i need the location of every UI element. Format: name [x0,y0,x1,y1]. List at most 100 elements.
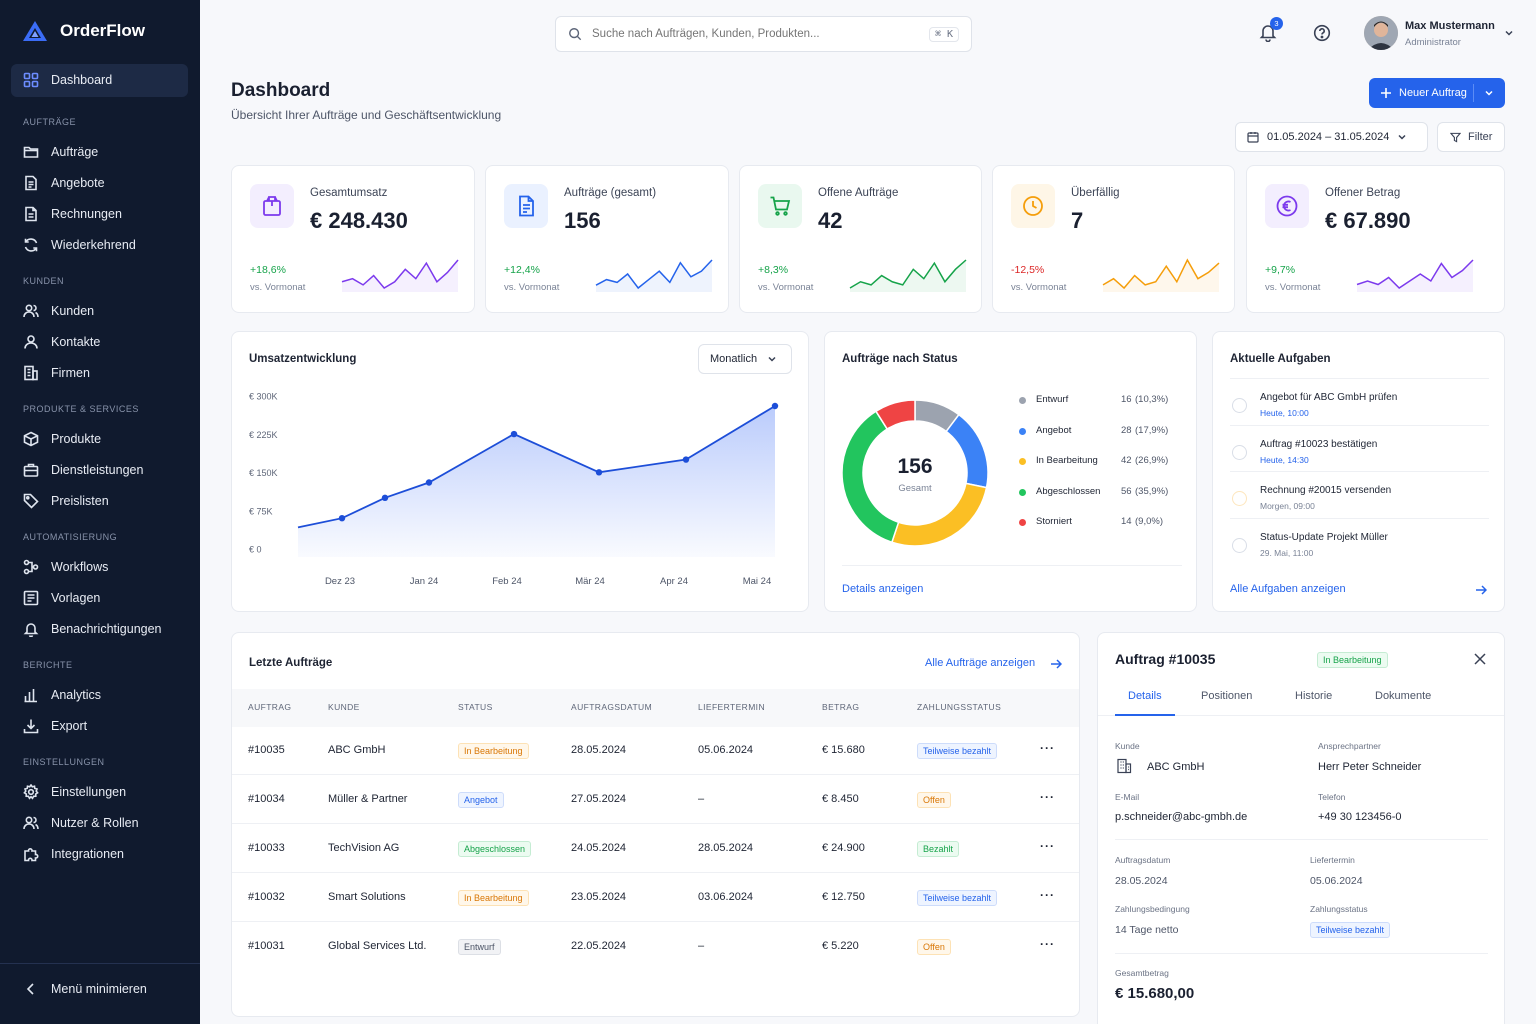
kpi-card[interactable]: Überfällig 7 -12,5% vs. Vormonat [992,165,1235,313]
row-actions-button[interactable]: ··· [1040,937,1055,951]
arrow-right-icon[interactable] [1050,658,1062,670]
task-checkbox[interactable] [1232,398,1247,413]
revenue-point[interactable] [510,430,518,438]
file-icon [519,195,534,217]
kpi-card[interactable]: Offener Betrag € 67.890 +9,7% vs. Vormon… [1246,165,1505,313]
column-header[interactable]: ZAHLUNGSSTATUS [917,702,1002,712]
sidebar-item-dienstleistungen[interactable]: Dienstleistungen [23,460,143,480]
all-orders-link[interactable]: Alle Aufträge anzeigen [925,657,1036,669]
tasks-title: Aktuelle Aufgaben [1230,353,1331,365]
tab-dokumente[interactable]: Dokumente [1375,690,1432,702]
email-value[interactable]: p.schneider@abc-gmbh.de [1115,811,1248,823]
date-range-picker[interactable]: 01.05.2024 – 31.05.2024 [1235,122,1428,152]
task-title[interactable]: Auftrag #10023 bestätigen [1260,438,1378,450]
revenue-point[interactable] [682,456,690,463]
sidebar-item-analytics[interactable]: Analytics [23,685,101,705]
legend-percent: (17,9%) [1135,424,1169,436]
order-date: 22.05.2024 [571,940,627,952]
sidebar-item-dashboard[interactable]: Dashboard [23,70,112,90]
users-icon [23,304,39,318]
sidebar-item-integrationen[interactable]: Integrationen [23,844,124,864]
order-id[interactable]: #10031 [248,940,285,952]
sidebar-item-produkte[interactable]: Produkte [23,429,101,449]
task-checkbox[interactable] [1232,491,1247,506]
app-logo[interactable]: OrderFlow [22,20,145,42]
order-id[interactable]: #10034 [248,793,285,805]
search-input[interactable] [592,28,919,40]
phone-value[interactable]: +49 30 123456-0 [1318,811,1402,823]
sidebar-item-angebote[interactable]: Angebote [23,173,105,193]
row-actions-button[interactable]: ··· [1040,839,1055,853]
row-actions-button[interactable]: ··· [1040,741,1055,755]
tab-details[interactable]: Details [1128,690,1162,702]
revenue-point[interactable] [338,515,346,522]
search-bar[interactable]: ⌘ K [555,16,972,52]
arrow-right-icon[interactable] [1475,584,1487,596]
task-checkbox[interactable] [1232,537,1247,553]
close-icon[interactable] [1474,653,1486,665]
sidebar-item-label: Kontakte [51,335,101,349]
column-header[interactable]: STATUS [458,702,493,712]
sidebar-item-benachrichtigungen[interactable]: Benachrichtigungen [23,619,162,639]
donut-segment[interactable] [874,399,916,431]
tag-icon [23,493,39,509]
kpi-card[interactable]: Gesamtumsatz € 248.430 +18,6% vs. Vormon… [231,165,475,313]
period-select[interactable]: Monatlich [698,344,792,374]
sidebar-item-vorlagen[interactable]: Vorlagen [23,588,100,608]
task-title[interactable]: Rechnung #20015 versenden [1260,485,1392,496]
legend-count: 56 [1121,485,1132,497]
order-id[interactable]: #10035 [248,744,285,756]
sidebar-item-wiederkehrend[interactable]: Wiederkehrend [23,235,136,255]
sidebar-item-dashboard-bg[interactable] [11,64,188,97]
column-header[interactable]: AUFTRAG [248,702,292,712]
sidebar-item-export[interactable]: Export [23,716,87,736]
revenue-point[interactable] [771,402,779,410]
chevron-down-icon[interactable] [1484,88,1494,98]
sidebar-item-aufträge[interactable]: Aufträge [23,142,98,162]
email-label: E-Mail [1115,792,1140,802]
column-header[interactable]: LIEFERTERMIN [698,702,765,712]
filter-button[interactable]: Filter [1437,122,1505,152]
revenue-point[interactable] [381,494,389,501]
sidebar-item-rechnungen[interactable]: Rechnungen [23,204,122,224]
avatar[interactable] [1364,16,1398,50]
column-header[interactable]: KUNDE [328,702,360,712]
row-actions-button[interactable]: ··· [1040,888,1055,902]
revenue-point[interactable] [425,479,433,486]
tab-positionen[interactable]: Positionen [1201,690,1253,702]
sparkline-line [341,259,459,289]
sidebar-item-firmen[interactable]: Firmen [23,363,90,383]
column-header[interactable]: AUFTRAGSDATUM [571,702,653,712]
task-checkbox[interactable] [1232,444,1247,460]
task-title[interactable]: Status-Update Projekt Müller [1260,531,1388,543]
chevron-down-icon [1398,134,1406,140]
sidebar-item-label: Einstellungen [51,785,127,799]
kpi-card[interactable]: Offene Aufträge 42 +8,3% vs. Vormonat [739,165,982,313]
collapse-menu-button[interactable]: Menü minimieren [23,979,147,999]
kpi-card[interactable]: Aufträge (gesamt) 156 +12,4% vs. Vormona… [485,165,729,313]
sidebar-item-label: Analytics [51,688,102,702]
workflow-icon [23,559,39,575]
sidebar-item-label: Wiederkehrend [51,238,136,252]
order-status-badge: In Bearbeitung [458,743,529,759]
help-button[interactable] [1313,24,1331,47]
status-details-link[interactable]: Details anzeigen [842,583,924,595]
chevron-down-icon[interactable] [1504,28,1514,38]
sidebar-item-kunden[interactable]: Kunden [23,301,94,321]
sidebar-item-workflows[interactable]: Workflows [23,557,108,577]
order-id[interactable]: #10033 [248,842,285,854]
sidebar-item-preislisten[interactable]: Preislisten [23,491,109,511]
sidebar-item-einstellungen[interactable]: Einstellungen [23,782,126,802]
order-id[interactable]: #10032 [248,891,285,903]
new-order-button[interactable]: Neuer Auftrag [1369,78,1505,108]
sidebar-item-nutzer-rollen[interactable]: Nutzer & Rollen [23,813,139,833]
notifications-button[interactable]: 3 [1258,17,1283,44]
column-header[interactable]: BETRAG [822,702,860,712]
all-tasks-link[interactable]: Alle Aufgaben anzeigen [1230,583,1346,595]
task-title[interactable]: Angebot für ABC GmbH prüfen [1260,392,1398,403]
sidebar-item-kontakte[interactable]: Kontakte [23,332,100,352]
revenue-point[interactable] [595,469,603,476]
row-actions-button[interactable]: ··· [1040,790,1055,804]
status-title: Aufträge nach Status [842,353,958,365]
tab-historie[interactable]: Historie [1295,690,1333,702]
